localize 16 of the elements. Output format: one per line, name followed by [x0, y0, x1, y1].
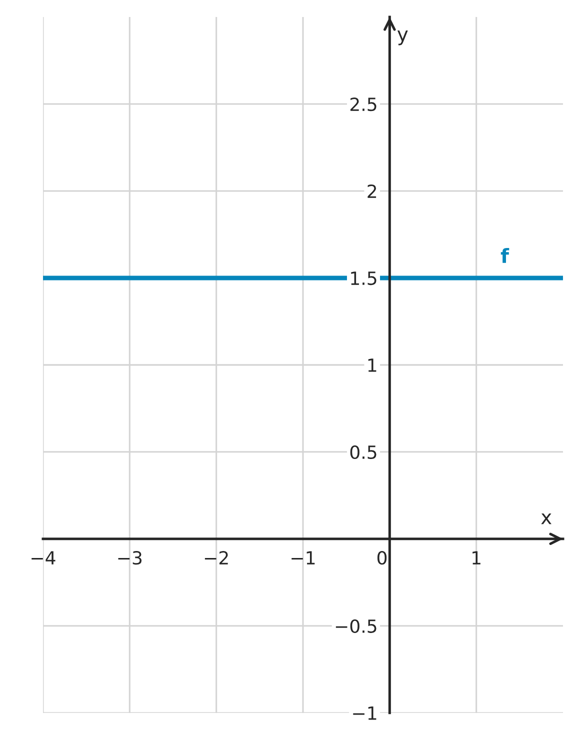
x-tick-label: 1: [472, 551, 480, 564]
x-tick-label: 0: [377, 551, 387, 565]
y-tick-label: 0.5: [350, 445, 376, 460]
y-tick-label: 1: [368, 358, 376, 372]
y-tick-label: 2: [368, 184, 376, 198]
y-axis-title: y: [397, 30, 408, 46]
y-tick-label: 1.5: [351, 272, 376, 286]
x-tick-label: −4: [32, 551, 56, 564]
y-tick-label: 2.5: [350, 97, 376, 112]
x-axis-title: x: [541, 513, 552, 524]
y-tick-label: −1: [353, 706, 376, 720]
x-tick-label: −1: [292, 551, 315, 564]
y-tick-label: −0.5: [336, 619, 376, 633]
x-tick-label: −2: [204, 551, 228, 564]
x-tick-label: −3: [118, 551, 142, 565]
series-label: f: [500, 248, 510, 263]
